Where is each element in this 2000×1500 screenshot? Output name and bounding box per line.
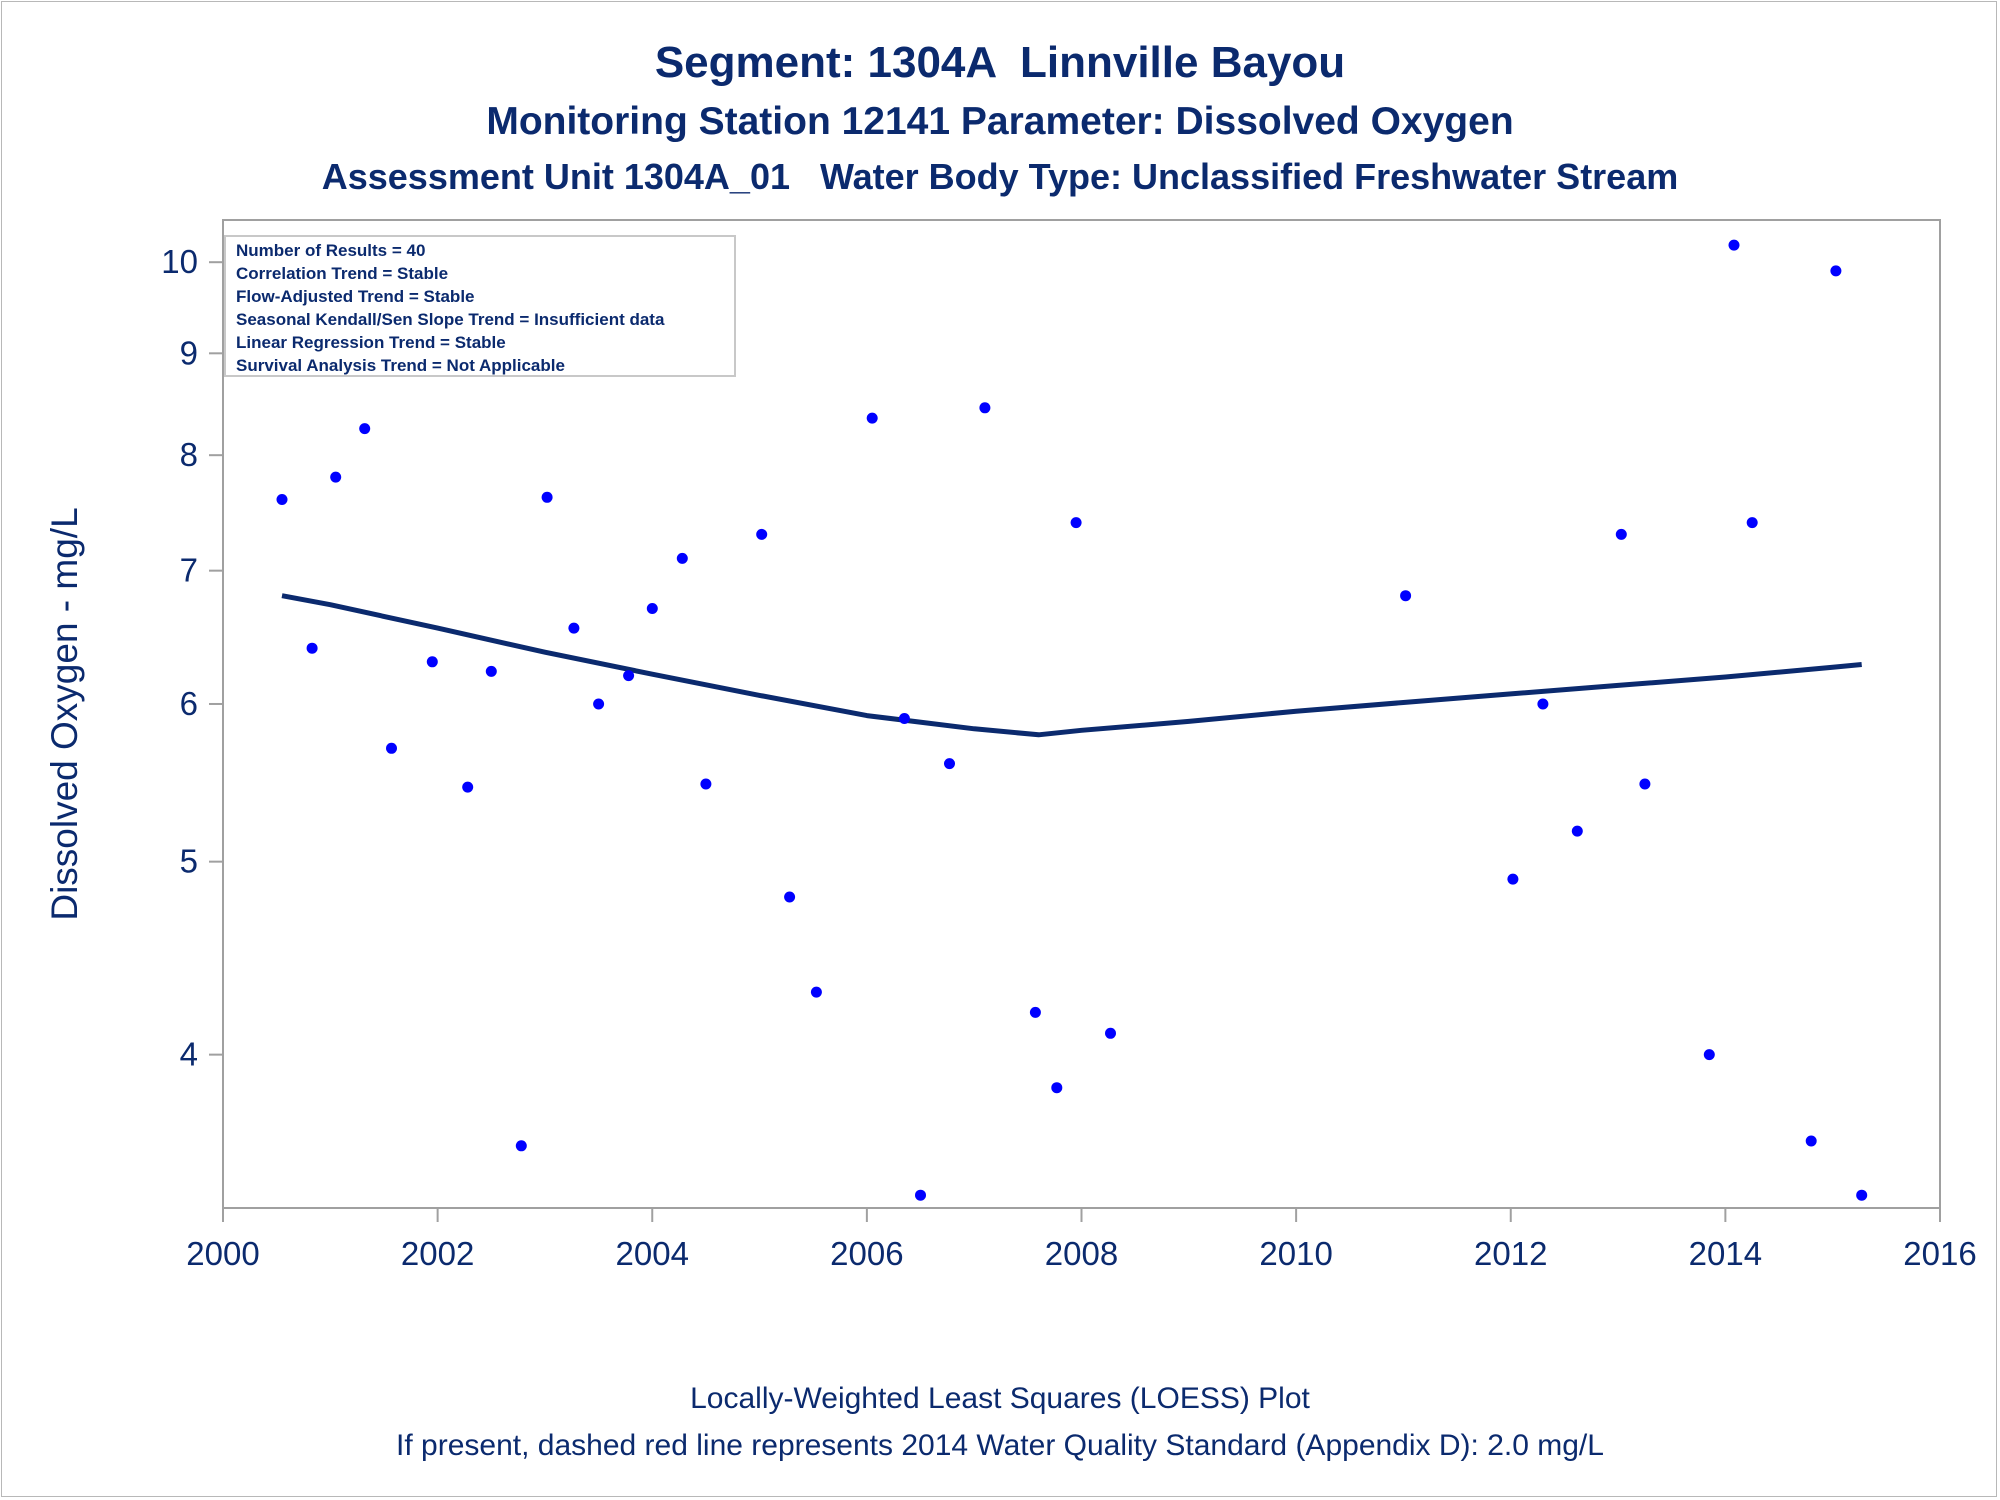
data-point bbox=[515, 1140, 527, 1152]
data-point bbox=[1856, 1189, 1868, 1201]
data-point bbox=[1051, 1082, 1063, 1094]
data-point bbox=[1805, 1135, 1817, 1147]
data-point bbox=[1639, 778, 1651, 790]
chart-title: Segment: 1304A Linnville Bayou bbox=[654, 38, 1346, 87]
data-point bbox=[1571, 825, 1583, 837]
data-point bbox=[784, 891, 796, 903]
chart-subtitle: Monitoring Station 12141 Parameter: Diss… bbox=[486, 100, 1514, 143]
data-point bbox=[426, 656, 438, 668]
x-tick-label: 2010 bbox=[1259, 1235, 1332, 1272]
data-point bbox=[898, 713, 910, 724]
y-axis-label: Dissolved Oxygen - mg/L bbox=[44, 507, 85, 920]
data-point bbox=[623, 670, 635, 682]
loess-line bbox=[281, 593, 1862, 738]
footer-line-2: If present, dashed red line represents 2… bbox=[396, 1429, 1604, 1462]
stats-box: Number of Results = 40 Correlation Trend … bbox=[224, 235, 736, 377]
data-point bbox=[359, 423, 371, 435]
x-axis: 2000 2002 2004 2006 2008 2010 2012 2014 2016 bbox=[186, 1208, 1977, 1272]
data-point bbox=[915, 1189, 926, 1201]
data-point bbox=[756, 528, 768, 540]
data-point bbox=[1746, 517, 1758, 529]
stats-line: Linear Regression Trend = Stable bbox=[236, 333, 506, 352]
data-point bbox=[810, 986, 822, 998]
chart-subtitle-2: Assessment Unit 1304A_01 Water Body Type… bbox=[321, 156, 1679, 197]
y-tick-label: 4 bbox=[180, 1036, 198, 1073]
y-tick-label: 8 bbox=[180, 436, 198, 473]
data-point bbox=[386, 742, 397, 754]
stats-line: Correlation Trend = Stable bbox=[236, 264, 448, 283]
data-point bbox=[979, 402, 991, 414]
data-points bbox=[276, 239, 1868, 1201]
data-point bbox=[1830, 265, 1842, 277]
data-point bbox=[541, 491, 553, 503]
data-point bbox=[1105, 1027, 1116, 1039]
x-tick-label: 2012 bbox=[1474, 1235, 1547, 1272]
data-point bbox=[1070, 517, 1082, 529]
data-point bbox=[866, 412, 878, 424]
loess-line-group bbox=[281, 593, 1862, 738]
data-point bbox=[1029, 1006, 1041, 1018]
data-point bbox=[944, 758, 955, 770]
data-point bbox=[646, 603, 658, 614]
stats-line: Survival Analysis Trend = Not Applicable bbox=[236, 356, 565, 375]
data-point bbox=[700, 778, 712, 790]
x-tick-label: 2014 bbox=[1689, 1235, 1762, 1272]
data-point bbox=[1537, 698, 1549, 710]
stats-line: Flow-Adjusted Trend = Stable bbox=[236, 287, 475, 306]
x-tick-label: 2002 bbox=[401, 1235, 474, 1272]
data-point bbox=[485, 665, 497, 677]
data-point bbox=[276, 494, 288, 505]
x-tick-label: 2008 bbox=[1045, 1235, 1118, 1272]
y-tick-label: 9 bbox=[180, 334, 198, 371]
data-point bbox=[306, 642, 318, 654]
data-point bbox=[676, 552, 688, 564]
data-point bbox=[568, 622, 580, 634]
y-tick-label: 10 bbox=[161, 243, 198, 280]
x-tick-label: 2016 bbox=[1903, 1235, 1976, 1272]
x-tick-label: 2006 bbox=[830, 1235, 903, 1272]
data-point bbox=[1728, 239, 1740, 251]
data-point bbox=[1507, 873, 1519, 885]
footer-line-1: Locally-Weighted Least Squares (LOESS) P… bbox=[690, 1382, 1310, 1415]
data-point bbox=[1703, 1049, 1715, 1061]
data-point bbox=[330, 471, 342, 483]
y-tick-label: 5 bbox=[180, 843, 198, 880]
data-point bbox=[1400, 590, 1412, 602]
stats-box-border bbox=[224, 235, 736, 377]
data-point bbox=[593, 698, 605, 710]
x-tick-label: 2004 bbox=[616, 1235, 689, 1272]
x-tick-label: 2000 bbox=[186, 1235, 259, 1272]
data-point bbox=[1615, 528, 1627, 540]
data-point bbox=[462, 781, 474, 793]
stats-line: Number of Results = 40 bbox=[236, 241, 425, 260]
stats-line: Seasonal Kendall/Sen Slope Trend = Insuf… bbox=[236, 310, 665, 329]
y-axis: 4 5 6 7 8 9 10 bbox=[161, 243, 223, 1073]
y-tick-label: 7 bbox=[180, 552, 198, 589]
y-tick-label: 6 bbox=[180, 685, 198, 722]
